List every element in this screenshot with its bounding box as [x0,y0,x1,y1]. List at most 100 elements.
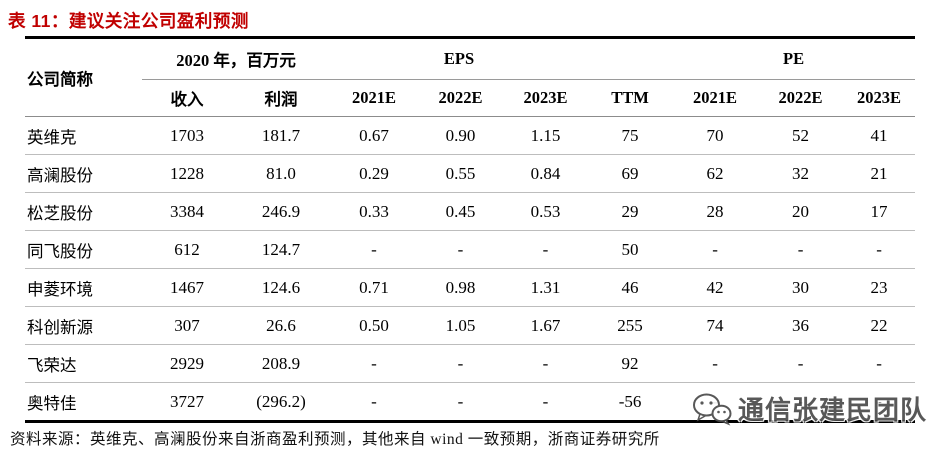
value-cell: 3727 [170,391,204,411]
value-cell: - [330,230,418,269]
value-cell: - [503,344,589,383]
value-cell: 26.6 [232,306,330,345]
value-cell: 46 [588,268,673,307]
value-cell: 81.0 [232,154,330,193]
value-cell: 181.7 [232,116,330,155]
value-cell: - [843,344,916,383]
company-name-cell: 奥特佳 [27,393,77,413]
table-row: 英维克 1703 181.7 0.67 0.90 1.15 75 70 52 41 [25,116,916,155]
header-revenue: 收入 [142,79,232,117]
value-cell: - [672,344,759,383]
table-row: 高澜股份 1228 81.0 0.29 0.55 0.84 69 62 32 21 [25,154,916,193]
value-cell: 75 [588,116,673,155]
header-eps-2021e: 2021E [330,79,418,117]
value-cell: 20 [758,192,844,231]
value-cell: 74 [672,306,759,345]
value-cell: 30 [758,268,844,307]
value-cell: 0.53 [503,192,589,231]
value-cell: 1228 [142,154,232,193]
value-cell: 208.9 [232,344,330,383]
header-sub-row: 收入 利润 2021E 2022E 2023E TTM 2021E 2022E … [25,79,916,117]
watermark-text: 通信张建民团队 [738,395,928,425]
value-cell: - [371,391,377,411]
company-name-cell: 英维克 [25,116,142,155]
value-cell: - [418,230,503,269]
value-cell: 124.7 [232,230,330,269]
value-cell: 69 [588,154,673,193]
header-profit: 利润 [232,79,330,117]
header-group-pe: PE [672,37,916,80]
table-row: 科创新源 307 26.6 0.50 1.05 1.67 255 74 36 22 [25,306,916,345]
company-name-cell: 飞荣达 [25,344,142,383]
table-body: 英维克 1703 181.7 0.67 0.90 1.15 75 70 52 41 高澜股份 1228… [25,116,916,422]
watermark: 通信张建民团队 [692,390,927,427]
value-cell: - [672,230,759,269]
header-group-ttm-spacer [588,37,673,80]
company-name-cell: 高澜股份 [25,154,142,193]
value-cell: 307 [142,306,232,345]
value-cell: 255 [588,306,673,345]
value-cell: 62 [672,154,759,193]
value-cell: - [843,230,916,269]
value-cell: 246.9 [232,192,330,231]
value-cell: 1.31 [503,268,589,307]
value-cell: 0.71 [330,268,418,307]
value-cell: 41 [843,116,916,155]
forecast-table-wrap: 公司简称 2020 年，百万元 EPS PE 收入 利润 2021E 2022E… [25,36,916,423]
value-cell: 124.6 [232,268,330,307]
value-cell: (296.2) [256,391,306,411]
header-eps-2022e: 2022E [418,79,503,117]
header-group-eps: EPS [330,37,589,80]
company-name-cell: 松芝股份 [25,192,142,231]
value-cell: 21 [843,154,916,193]
value-cell: 1.15 [503,116,589,155]
table-row: 同飞股份 612 124.7- - -50- - - [25,230,916,269]
value-cell: 23 [843,268,916,307]
value-cell: 1703 [142,116,232,155]
value-cell: 36 [758,306,844,345]
value-cell: 0.33 [330,192,418,231]
value-cell: 32 [758,154,844,193]
table-row: 申菱环境 1467 124.6 0.71 0.98 1.31 46 42 30 23 [25,268,916,307]
value-cell: 50 [588,230,673,269]
table-row: 飞荣达 2929 208.9- - -92- - - [25,344,916,383]
value-cell: 0.55 [418,154,503,193]
value-cell: 70 [672,116,759,155]
wechat-icon [692,392,732,426]
value-cell: - [457,391,464,411]
value-cell: - [758,344,844,383]
forecast-table: 公司简称 2020 年，百万元 EPS PE 收入 利润 2021E 2022E… [25,36,916,423]
value-cell: - [797,391,804,411]
value-cell: 1467 [142,268,232,307]
header-pe-2022e: 2022E [758,79,844,117]
value-cell: 0.98 [418,268,503,307]
value-cell: 0.67 [330,116,418,155]
value-cell: 22 [843,306,916,345]
header-pe-2021e: 2021E [672,79,759,117]
company-name-cell: 申菱环境 [25,268,142,307]
company-name-cell: 同飞股份 [25,230,142,269]
header-company: 公司简称 [25,37,142,117]
value-cell: 28 [672,192,759,231]
value-cell: 3384 [142,192,232,231]
value-cell: 0.45 [418,192,503,231]
value-cell: - [418,344,503,383]
value-cell: 42 [672,268,759,307]
header-ttm: TTM [588,79,673,117]
value-cell: 52 [758,116,844,155]
value-cell: 29 [588,192,673,231]
value-cell: - [503,230,589,269]
value-cell: 92 [588,344,673,383]
value-cell: 17 [843,192,916,231]
table-row: 松芝股份 3384 246.9 0.33 0.45 0.53 29 28 20 17 [25,192,916,231]
value-cell: -56 [618,391,642,411]
value-cell: - [758,230,844,269]
table-title: 表 11：建议关注公司盈利预测 [8,11,249,31]
value-cell: 0.90 [418,116,503,155]
value-cell: 1.67 [503,306,589,345]
header-group-row: 公司简称 2020 年，百万元 EPS PE [25,37,916,117]
value-cell: 612 [142,230,232,269]
value-cell: 0.29 [330,154,418,193]
header-group-2020: 2020 年，百万元 [142,37,330,80]
